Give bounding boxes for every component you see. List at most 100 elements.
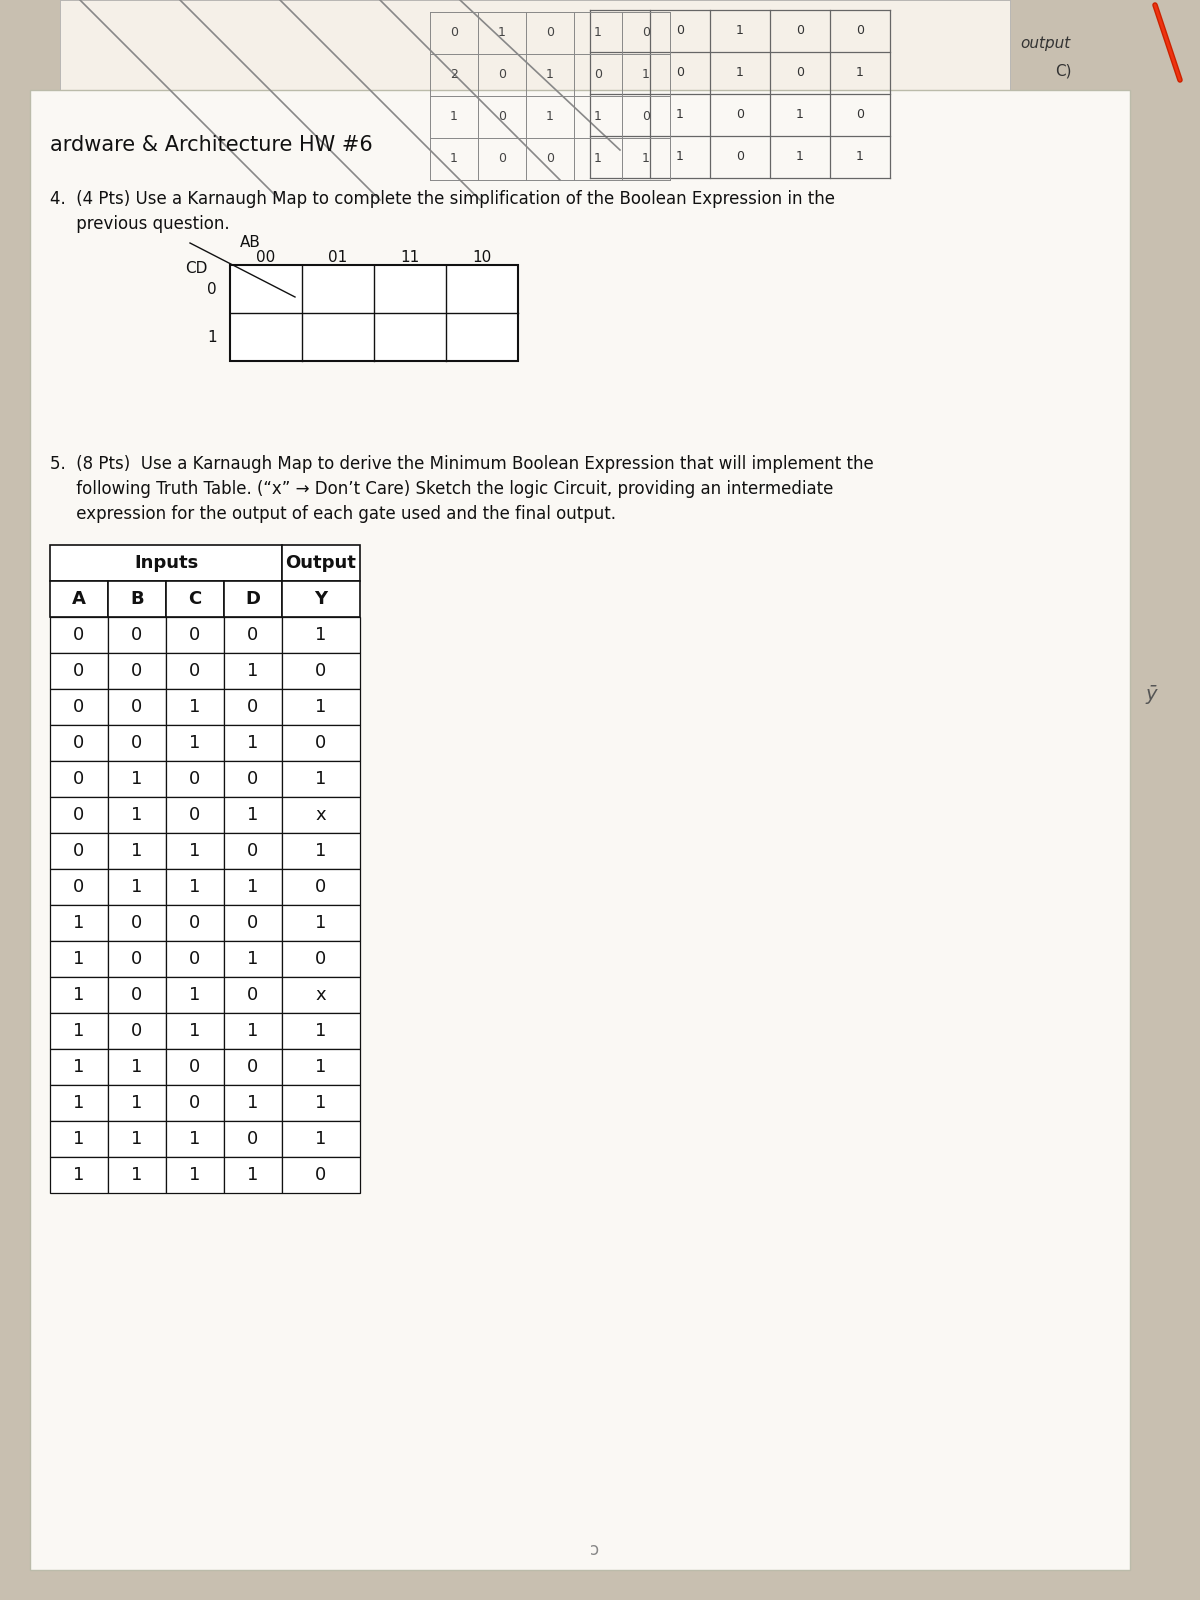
Text: 0: 0 bbox=[736, 109, 744, 122]
Text: 0: 0 bbox=[73, 806, 85, 824]
Text: 0: 0 bbox=[190, 770, 200, 787]
Text: 0: 0 bbox=[190, 950, 200, 968]
Bar bbox=[50, 1122, 108, 1157]
Text: ardware & Architecture HW #6: ardware & Architecture HW #6 bbox=[50, 134, 373, 155]
Text: 1: 1 bbox=[131, 770, 143, 787]
Bar bbox=[282, 1157, 360, 1194]
Text: 1: 1 bbox=[676, 109, 684, 122]
Bar bbox=[166, 1013, 224, 1050]
Bar bbox=[108, 581, 166, 618]
Text: 1: 1 bbox=[190, 1166, 200, 1184]
Text: A: A bbox=[72, 590, 86, 608]
Text: 0: 0 bbox=[247, 626, 259, 643]
Bar bbox=[108, 906, 166, 941]
Text: 0: 0 bbox=[450, 27, 458, 40]
Bar bbox=[282, 869, 360, 906]
Text: 1: 1 bbox=[856, 150, 864, 163]
Bar bbox=[224, 690, 282, 725]
Bar bbox=[282, 618, 360, 653]
Text: 0: 0 bbox=[247, 1130, 259, 1149]
Text: 0: 0 bbox=[856, 24, 864, 37]
Bar bbox=[108, 1085, 166, 1122]
Bar bbox=[224, 762, 282, 797]
Bar bbox=[108, 653, 166, 690]
Text: 0: 0 bbox=[73, 662, 85, 680]
Bar bbox=[166, 618, 224, 653]
Bar bbox=[50, 1050, 108, 1085]
Text: 1: 1 bbox=[546, 110, 554, 123]
Text: 1: 1 bbox=[594, 110, 602, 123]
Bar bbox=[230, 266, 518, 362]
Text: 1: 1 bbox=[247, 806, 259, 824]
Bar bbox=[224, 1157, 282, 1194]
Text: 1: 1 bbox=[450, 110, 458, 123]
Bar bbox=[50, 546, 282, 581]
Text: expression for the output of each gate used and the final output.: expression for the output of each gate u… bbox=[50, 506, 616, 523]
Text: 0: 0 bbox=[676, 67, 684, 80]
Bar bbox=[224, 869, 282, 906]
Text: 1: 1 bbox=[316, 914, 326, 931]
Text: 0: 0 bbox=[546, 152, 554, 165]
Bar bbox=[224, 834, 282, 869]
Bar bbox=[224, 906, 282, 941]
FancyBboxPatch shape bbox=[60, 0, 1010, 200]
Text: B: B bbox=[130, 590, 144, 608]
Bar bbox=[166, 797, 224, 834]
Bar bbox=[50, 690, 108, 725]
Text: 1: 1 bbox=[676, 150, 684, 163]
Bar bbox=[108, 834, 166, 869]
Text: 1: 1 bbox=[316, 770, 326, 787]
Text: 1: 1 bbox=[131, 1130, 143, 1149]
Text: output: output bbox=[1020, 35, 1070, 51]
Text: 1: 1 bbox=[190, 986, 200, 1005]
Bar bbox=[224, 725, 282, 762]
Bar bbox=[282, 762, 360, 797]
Text: 1: 1 bbox=[316, 1058, 326, 1075]
Text: 1: 1 bbox=[73, 1094, 85, 1112]
Bar bbox=[282, 834, 360, 869]
Text: 0: 0 bbox=[316, 734, 326, 752]
Bar bbox=[50, 618, 108, 653]
Text: 1: 1 bbox=[546, 69, 554, 82]
Bar bbox=[108, 978, 166, 1013]
Text: 0: 0 bbox=[247, 770, 259, 787]
Text: 0: 0 bbox=[247, 1058, 259, 1075]
Bar bbox=[282, 546, 360, 581]
Text: CD: CD bbox=[185, 261, 208, 275]
Text: 1: 1 bbox=[131, 1166, 143, 1184]
Bar bbox=[166, 941, 224, 978]
Text: 0: 0 bbox=[316, 1166, 326, 1184]
Text: 1: 1 bbox=[73, 986, 85, 1005]
Text: C: C bbox=[188, 590, 202, 608]
Bar bbox=[166, 653, 224, 690]
Text: 1: 1 bbox=[247, 1022, 259, 1040]
Text: 0: 0 bbox=[208, 282, 217, 296]
Bar bbox=[108, 618, 166, 653]
Bar bbox=[166, 1050, 224, 1085]
Bar bbox=[282, 906, 360, 941]
Text: 0: 0 bbox=[316, 878, 326, 896]
Text: 0: 0 bbox=[73, 626, 85, 643]
Text: Y: Y bbox=[314, 590, 328, 608]
Text: 1: 1 bbox=[316, 1022, 326, 1040]
Text: D: D bbox=[246, 590, 260, 608]
Text: 0: 0 bbox=[190, 914, 200, 931]
Text: x: x bbox=[316, 806, 326, 824]
Bar bbox=[282, 978, 360, 1013]
Bar bbox=[166, 725, 224, 762]
Text: 1: 1 bbox=[316, 626, 326, 643]
Text: 11: 11 bbox=[401, 250, 420, 264]
Bar bbox=[108, 1050, 166, 1085]
Text: ɔ: ɔ bbox=[590, 1541, 599, 1558]
Text: 0: 0 bbox=[73, 842, 85, 861]
Text: 1: 1 bbox=[594, 152, 602, 165]
Text: 1: 1 bbox=[73, 1166, 85, 1184]
Text: Output: Output bbox=[286, 554, 356, 573]
Text: 0: 0 bbox=[190, 1058, 200, 1075]
Text: 0: 0 bbox=[73, 770, 85, 787]
Text: 1: 1 bbox=[316, 1130, 326, 1149]
Text: 0: 0 bbox=[131, 950, 143, 968]
Text: 1: 1 bbox=[190, 698, 200, 717]
Text: 1: 1 bbox=[316, 842, 326, 861]
Text: 0: 0 bbox=[316, 662, 326, 680]
